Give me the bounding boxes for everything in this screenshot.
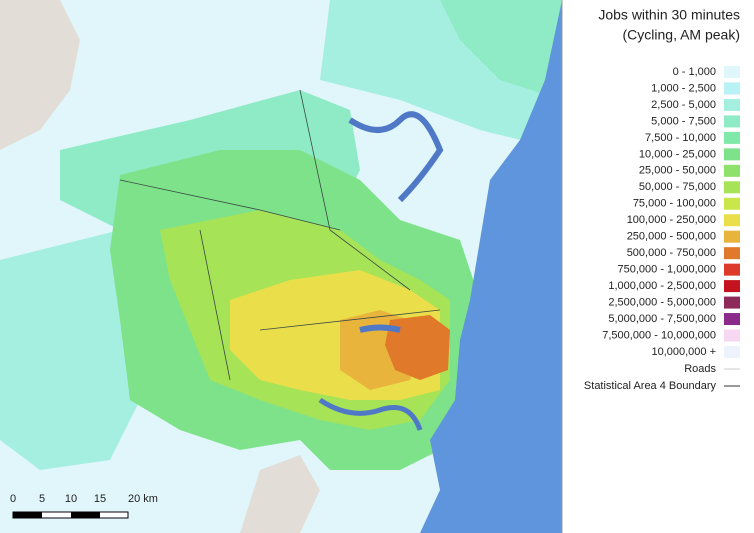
legend-label: 5,000 - 7,500	[651, 115, 716, 127]
legend-label: 10,000 - 25,000	[639, 148, 716, 160]
legend-swatch	[724, 296, 740, 309]
scale-label: 0	[10, 493, 16, 505]
legend-label: 10,000,000 +	[651, 346, 716, 358]
legend-swatch	[724, 313, 740, 326]
legend-swatch	[724, 115, 740, 128]
legend-swatch	[724, 345, 740, 358]
legend-label: 250,000 - 500,000	[627, 231, 716, 243]
legend-label: 500,000 - 750,000	[627, 247, 716, 259]
legend-label: 1,000,000 - 2,500,000	[608, 280, 716, 292]
scale-label: 15	[94, 493, 106, 505]
legend-label: 2,500 - 5,000	[651, 99, 716, 111]
legend-swatch	[724, 98, 740, 111]
legend-label: 750,000 - 1,000,000	[618, 264, 716, 276]
legend: 0 - 1,000 1,000 - 2,500 2,500 - 5,000 5,000…	[602, 66, 740, 358]
legend-label: 50,000 - 75,000	[639, 181, 716, 193]
legend-label: 7,500,000 - 10,000,000	[602, 329, 716, 341]
legend-swatch	[724, 329, 740, 342]
legend-swatch	[724, 181, 740, 194]
legend-swatch	[724, 280, 740, 293]
roads-label: Roads	[684, 363, 716, 375]
scale-label: 5	[39, 493, 45, 505]
legend-label: 100,000 - 250,000	[627, 214, 716, 226]
legend-swatch	[724, 230, 740, 243]
legend-swatch	[724, 263, 740, 276]
legend-label: 75,000 - 100,000	[633, 198, 716, 210]
legend-subtitle: (Cycling, AM peak)	[623, 27, 740, 43]
legend-swatch	[724, 148, 740, 161]
scale-bar	[12, 511, 129, 519]
legend-swatch	[724, 131, 740, 144]
legend-label: 7,500 - 10,000	[645, 132, 716, 144]
legend-swatch	[724, 82, 740, 95]
scale-labels: 0 5 10 15 20 km	[10, 493, 158, 505]
legend-swatch	[724, 197, 740, 210]
scale-label: 20 km	[128, 493, 158, 505]
legend-swatch	[724, 66, 740, 78]
scale-label: 10	[65, 493, 77, 505]
map	[0, 0, 563, 533]
legend-swatch	[724, 164, 740, 177]
legend-swatch	[724, 214, 740, 227]
legend-label: 5,000,000 - 7,500,000	[608, 313, 716, 325]
legend-label: 25,000 - 50,000	[639, 165, 716, 177]
legend-label: 0 - 1,000	[673, 66, 716, 78]
boundary-label: Statistical Area 4 Boundary	[584, 380, 717, 392]
legend-title: Jobs within 30 minutes	[598, 7, 740, 23]
legend-label: 2,500,000 - 5,000,000	[608, 296, 716, 308]
legend-label: 1,000 - 2,500	[651, 82, 716, 94]
legend-swatch	[724, 247, 740, 260]
